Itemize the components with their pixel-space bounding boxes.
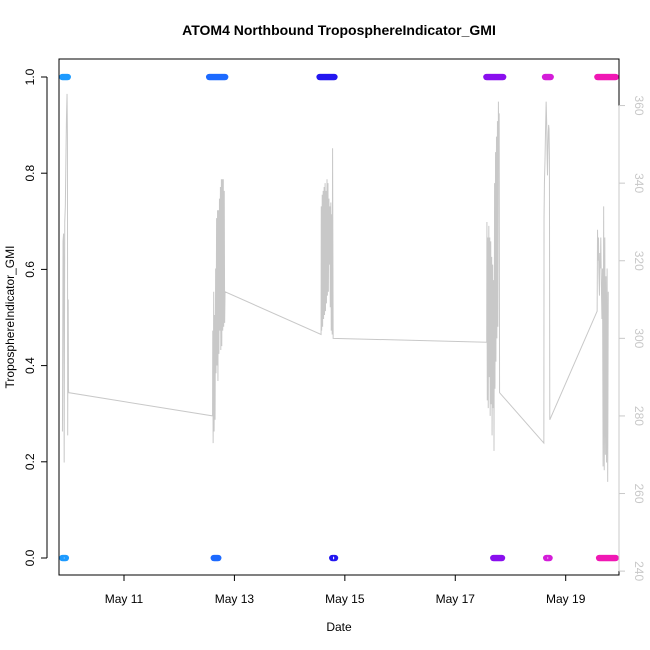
y-tick-label: 1.0 <box>23 68 37 85</box>
x-axis-label: Date <box>326 620 352 634</box>
data-point <box>331 73 338 81</box>
point-cluster <box>595 554 619 562</box>
point-cluster <box>205 73 229 81</box>
y2-tick-label: 280 <box>632 406 646 426</box>
chart-title: ATOM4 Northbound TroposphereIndicator_GM… <box>182 22 496 38</box>
data-point <box>547 73 554 81</box>
point-cluster <box>59 73 71 81</box>
data-point <box>612 73 619 81</box>
series-layer <box>59 73 619 562</box>
y2-tick-label: 300 <box>632 328 646 348</box>
data-point <box>498 554 506 562</box>
data-point <box>546 554 553 562</box>
y-axis-right: 240 260 280 300 320 340 360 <box>618 96 646 581</box>
data-point <box>222 73 229 81</box>
x-tick-label: May 13 <box>215 592 255 606</box>
y2-tick-label: 360 <box>632 96 646 116</box>
x-tick-label: May 15 <box>325 592 365 606</box>
data-point <box>62 554 70 562</box>
data-point <box>500 73 507 81</box>
data-point <box>215 554 222 562</box>
y2-tick-label: 240 <box>632 561 646 581</box>
y-axis-label: TroposphereIndicator_GMI <box>3 246 17 389</box>
y2-tick-label: 260 <box>632 484 646 504</box>
series-line <box>61 93 609 482</box>
y-tick-label: 0.0 <box>23 549 37 566</box>
point-cluster <box>329 554 339 562</box>
y2-tick-label: 320 <box>632 251 646 271</box>
point-cluster <box>541 73 554 81</box>
x-tick-label: May 11 <box>105 592 144 606</box>
data-point <box>331 554 339 562</box>
point-cluster <box>483 73 507 81</box>
y-axis-left: 0.0 0.2 0.4 0.6 0.8 1.0 <box>23 68 48 566</box>
point-cluster <box>59 554 70 562</box>
y-tick-label: 0.2 <box>23 453 37 470</box>
x-tick-label: May 19 <box>546 592 586 606</box>
point-cluster <box>543 554 553 562</box>
plot-frame <box>58 58 620 576</box>
x-axis: May 11 May 13 May 15 May 17 May 19 <box>105 574 586 606</box>
y-tick-label: 0.8 <box>23 165 37 182</box>
x-tick-label: May 17 <box>436 592 476 606</box>
point-cluster <box>316 73 338 81</box>
data-point <box>64 73 71 81</box>
point-cluster <box>490 554 506 562</box>
point-cluster <box>594 73 619 81</box>
data-point <box>612 554 619 562</box>
y-tick-label: 0.6 <box>23 261 37 278</box>
point-cluster <box>210 554 222 562</box>
y2-tick-label: 340 <box>632 173 646 193</box>
y-tick-label: 0.4 <box>23 357 37 374</box>
